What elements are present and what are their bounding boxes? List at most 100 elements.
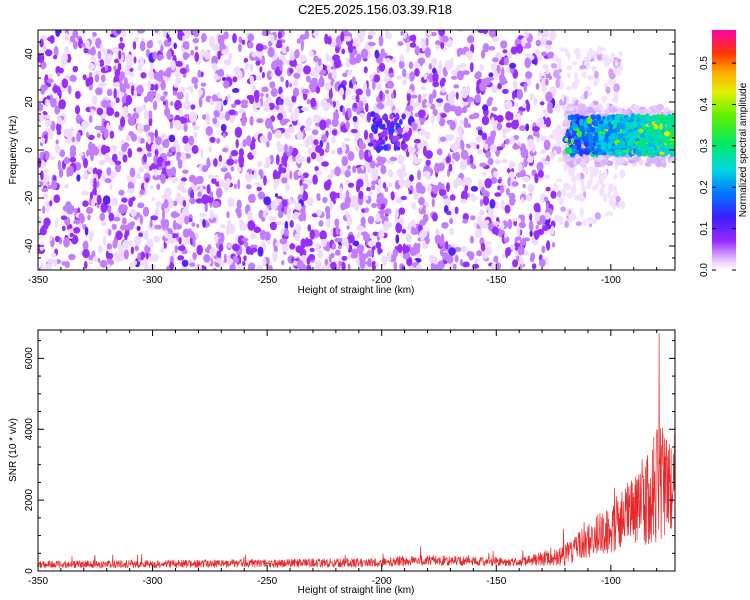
heatmap-cell bbox=[335, 46, 340, 54]
heatmap-cell bbox=[225, 178, 231, 188]
heatmap-cell bbox=[500, 67, 505, 78]
heatmap-cell bbox=[106, 252, 114, 260]
heatmap-cell bbox=[453, 179, 459, 189]
heatmap-cell bbox=[459, 63, 467, 68]
heatmap-cell bbox=[639, 133, 646, 138]
heatmap-cell bbox=[340, 166, 345, 175]
heatmap-cell bbox=[350, 253, 358, 259]
heatmap-cell bbox=[328, 124, 333, 133]
heatmap-cell bbox=[108, 212, 115, 222]
heatmap-cell bbox=[431, 256, 438, 264]
heatmap-cell bbox=[284, 220, 289, 231]
heatmap-cell bbox=[49, 97, 57, 108]
heatmap-cell bbox=[172, 91, 178, 96]
heatmap-cell bbox=[493, 256, 499, 263]
heatmap-cell bbox=[146, 238, 154, 248]
heatmap-cell bbox=[276, 129, 282, 136]
heatmap-cell bbox=[397, 127, 403, 135]
heatmap-cell bbox=[238, 154, 245, 166]
heatmap-cell bbox=[364, 207, 370, 213]
heatmap-cell bbox=[382, 129, 388, 137]
heatmap-cell bbox=[554, 133, 561, 142]
heatmap-cell bbox=[335, 224, 340, 236]
heatmap-cell bbox=[423, 92, 427, 100]
heatmap-cell bbox=[358, 100, 364, 109]
heatmap-cell bbox=[149, 255, 154, 263]
heatmap-cell bbox=[152, 174, 161, 181]
heatmap-cell bbox=[526, 101, 531, 113]
heatmap-cell bbox=[183, 99, 191, 111]
heatmap-cell bbox=[237, 263, 242, 270]
heatmap-cell bbox=[174, 244, 178, 254]
heatmap-cell bbox=[640, 114, 646, 119]
heatmap-cell bbox=[444, 60, 453, 71]
heatmap-cell bbox=[378, 62, 386, 72]
heatmap-cell bbox=[273, 245, 278, 253]
heatmap-cell bbox=[509, 136, 515, 145]
heatmap-cell bbox=[188, 112, 196, 123]
heatmap-cell bbox=[333, 110, 340, 121]
heatmap-cell bbox=[263, 163, 271, 169]
heatmap-cell bbox=[575, 53, 581, 60]
heatmap-cell bbox=[545, 78, 549, 86]
heatmap-cell bbox=[617, 126, 621, 133]
heatmap-cell bbox=[315, 170, 323, 176]
heatmap-cell bbox=[417, 158, 423, 163]
heatmap-cell bbox=[317, 58, 322, 67]
heatmap-cell bbox=[418, 196, 425, 206]
heatmap-cell bbox=[118, 189, 125, 196]
heatmap-cell bbox=[650, 135, 656, 139]
heatmap-cell bbox=[166, 114, 174, 120]
heatmap-cell bbox=[41, 187, 49, 193]
heatmap-cell bbox=[195, 232, 199, 239]
heatmap-cell bbox=[87, 166, 93, 173]
heatmap-cell bbox=[214, 234, 219, 244]
heatmap-cell bbox=[183, 123, 188, 132]
heatmap-cell bbox=[399, 217, 405, 225]
heatmap-cell bbox=[419, 57, 424, 67]
heatmap-cell bbox=[254, 132, 258, 140]
heatmap-cell bbox=[227, 196, 234, 208]
heatmap-cell bbox=[286, 163, 290, 173]
heatmap-cell bbox=[391, 135, 397, 144]
heatmap-cell bbox=[519, 239, 526, 246]
heatmap-cell bbox=[584, 85, 592, 91]
heatmap-cell bbox=[114, 68, 121, 78]
heatmap-cell bbox=[441, 183, 445, 191]
heatmap-cell bbox=[573, 194, 580, 201]
heatmap-cell bbox=[549, 30, 556, 41]
heatmap-cell bbox=[313, 30, 320, 37]
heatmap-cell bbox=[284, 143, 288, 154]
heatmap-cell bbox=[477, 149, 483, 155]
heatmap-cell bbox=[121, 197, 128, 203]
heatmap-cell bbox=[344, 88, 352, 95]
heatmap-cell bbox=[299, 207, 306, 215]
heatmap-cell bbox=[244, 61, 250, 70]
colorbar-gradient bbox=[712, 30, 736, 270]
heatmap-cell bbox=[106, 49, 111, 55]
heatmap-cell bbox=[525, 123, 530, 132]
heatmap-cell bbox=[94, 74, 100, 83]
heatmap-cell bbox=[142, 206, 150, 217]
heatmap-cell bbox=[515, 44, 524, 54]
heatmap-cell bbox=[255, 60, 261, 66]
heatmap-cell bbox=[341, 261, 346, 270]
heatmap-cell bbox=[550, 225, 555, 236]
heatmap-cell bbox=[178, 108, 183, 115]
heatmap-cell bbox=[38, 102, 44, 112]
heatmap-cell bbox=[655, 161, 663, 168]
heatmap-cell bbox=[396, 146, 401, 151]
heatmap-cell bbox=[660, 146, 667, 150]
heatmap-cell bbox=[497, 179, 502, 184]
heatmap-cell bbox=[217, 51, 221, 60]
heatmap-cell bbox=[476, 250, 482, 257]
heatmap-cell bbox=[639, 139, 647, 146]
heatmap-cell bbox=[542, 174, 551, 179]
heatmap-cell bbox=[263, 196, 271, 206]
heatmap-cell bbox=[180, 86, 186, 94]
heatmap-cell bbox=[296, 38, 301, 44]
heatmap-cell bbox=[438, 30, 446, 36]
heatmap-cell bbox=[601, 144, 605, 151]
heatmap-cell bbox=[218, 45, 223, 51]
heatmap-cell bbox=[182, 199, 187, 207]
